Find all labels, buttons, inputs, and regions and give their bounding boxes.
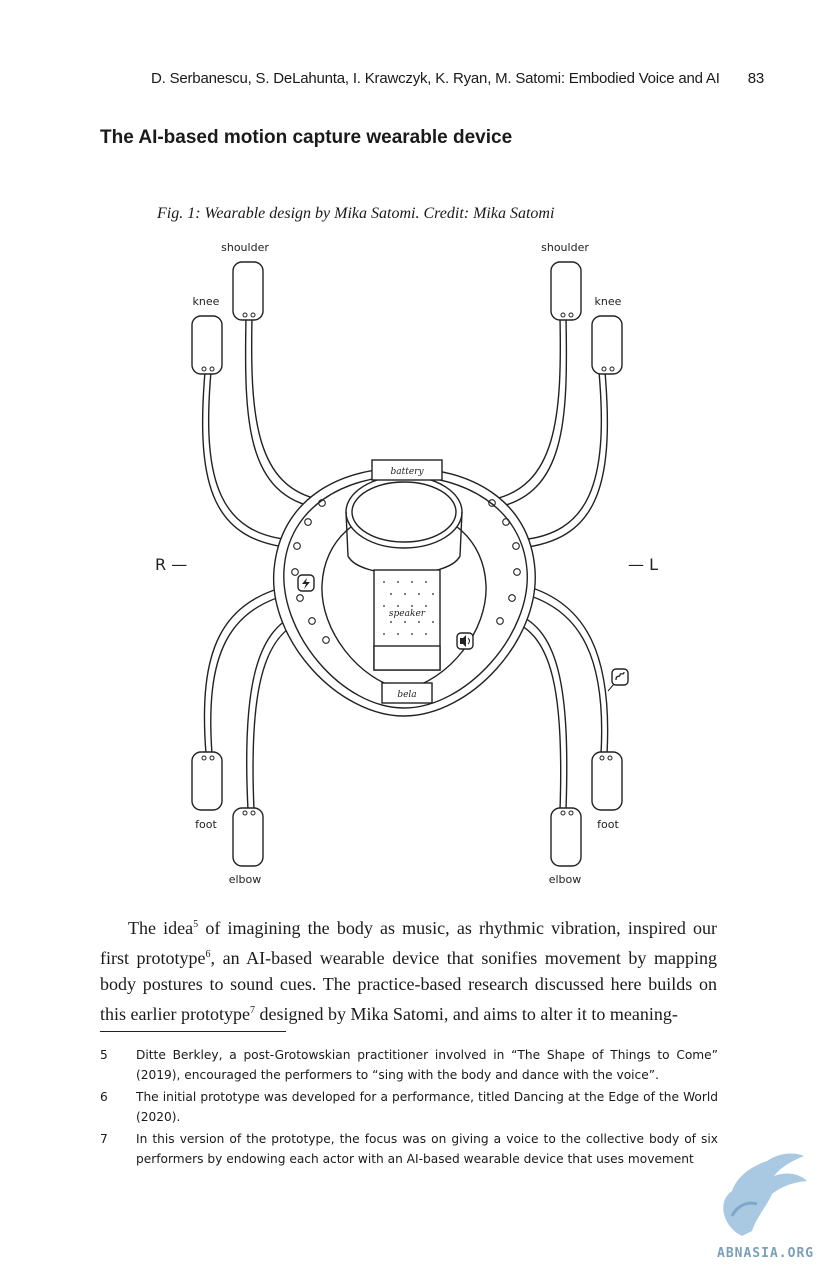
body-paragraph: The idea5 of imagining the body as music… [100,912,717,1027]
footnote-number: 6 [100,1090,108,1104]
bela-label: bela [397,690,416,700]
label-shoulder-left: shoulder [541,241,589,254]
footnotes: 5 Ditte Berkley, a post-Grotowskian prac… [100,1045,718,1171]
wearable-diagram: battery speaker bela shoulder shoulder k… [155,241,658,886]
section-title: The AI-based motion capture wearable dev… [100,127,513,148]
volume-icon [456,632,474,650]
footnote-7: 7 In this version of the prototype, the … [100,1129,718,1169]
footnote-text: Ditte Berkley, a post-Grotowskian practi… [136,1048,718,1082]
footnote-text: The initial prototype was developed for … [136,1090,718,1124]
running-title: D. Serbanescu, S. DeLahunta, I. Krawczyk… [151,70,720,87]
figure-caption: Fig. 1: Wearable design by Mika Satomi. … [157,205,555,222]
body-text-c: , an AI-based wearable device that sonif… [100,947,717,1024]
label-elbow-left: elbow [549,873,582,886]
bela-box [381,682,433,704]
speaker-label: speaker [389,609,426,619]
label-side-left: — L [628,555,658,574]
page-number: 83 [747,70,765,87]
label-knee-right: knee [193,295,220,308]
footnote-rule [100,1031,286,1032]
body-text-d: designed by Mika Satomi, and aims to alt… [254,1003,678,1024]
sensor-cables [202,317,609,811]
label-foot-right: foot [195,818,217,831]
footnote-text: In this version of the prototype, the fo… [136,1132,718,1166]
footnote-ref-6[interactable]: 6 [205,948,211,960]
footnote-number: 7 [100,1132,108,1146]
footnote-number: 5 [100,1048,108,1062]
footnote-ref-5[interactable]: 5 [193,919,199,930]
label-knee-left: knee [595,295,622,308]
footnote-6: 6 The initial prototype was developed fo… [100,1087,718,1127]
label-shoulder-right: shoulder [221,241,269,254]
lightning-icon [297,574,315,592]
battery-label: battery [390,467,424,477]
label-foot-left: foot [597,818,619,831]
label-side-right: R — [155,555,187,574]
footnote-ref-7[interactable]: 7 [249,1004,255,1016]
footnote-5: 5 Ditte Berkley, a post-Grotowskian prac… [100,1045,718,1085]
watermark-logo-icon [723,1153,807,1236]
collar-holes [291,499,521,644]
watermark-text: ABNASIA.ORG [717,1246,815,1261]
label-elbow-right: elbow [229,873,262,886]
body-text-a: The idea [128,918,194,938]
sensor-pods [191,261,623,867]
signal-icon [607,668,629,692]
speaker-grille [383,581,434,635]
body-text-b: of imagining the body as music, as rhyth… [100,918,717,968]
battery-box [371,459,443,481]
connector-dots [201,312,615,816]
running-head: D. Serbanescu, S. DeLahunta, I. Krawczyk… [100,70,764,87]
